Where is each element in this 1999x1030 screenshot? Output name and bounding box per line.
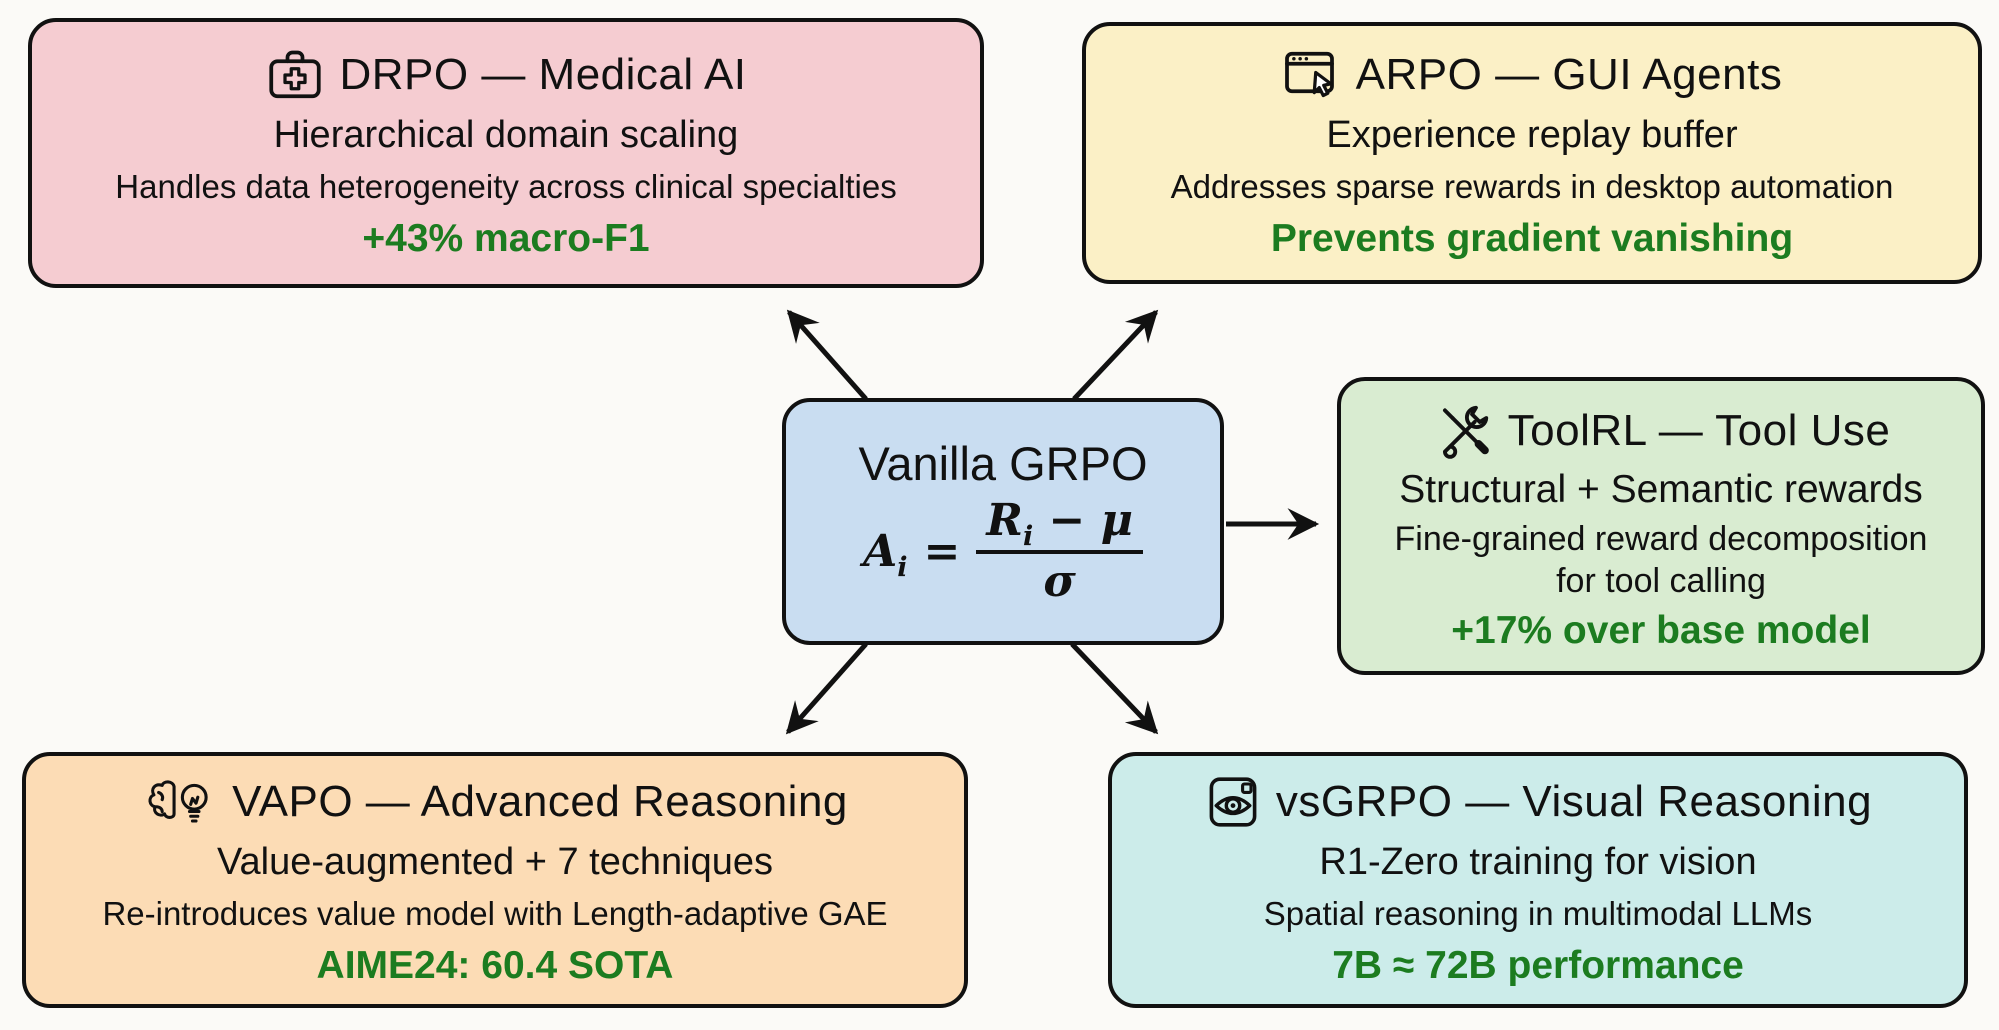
node-vsgrpo-title-row: vsGRPO — Visual Reasoning [1204,772,1872,832]
node-arpo-subtitle: Experience replay buffer [1326,114,1738,157]
node-drpo-subtitle: Hierarchical domain scaling [273,114,739,157]
node-vsgrpo-title: vsGRPO — Visual Reasoning [1275,777,1873,827]
brain-lightbulb-icon [142,772,218,832]
formula-numerator: Ri − μ [986,495,1133,552]
arrow-center-to-vapo [785,642,868,735]
node-toolrl-title: ToolRL — Tool Use [1507,405,1891,455]
node-drpo-description: Handles data heterogeneity across clinic… [115,168,897,206]
medical-kit-icon [265,45,325,105]
node-drpo-result: +43% macro-F1 [362,216,650,260]
node-arpo-description: Addresses sparse rewards in desktop auto… [1170,168,1894,206]
node-drpo-title: DRPO — Medical AI [339,50,747,100]
node-toolrl-subtitle: Structural + Semantic rewards [1399,467,1923,511]
node-vsgrpo-description: Spatial reasoning in multimodal LLMs [1263,895,1813,933]
browser-cursor-icon [1282,45,1342,105]
node-vapo-title: VAPO — Advanced Reasoning [232,777,848,827]
node-arpo-result: Prevents gradient vanishing [1270,216,1794,260]
node-vapo-title-row: VAPO — Advanced Reasoning [142,772,848,832]
node-drpo: DRPO — Medical AI Hierarchical domain sc… [28,18,984,288]
node-arpo: ARPO — GUI Agents Experience replay buff… [1082,22,1982,284]
node-arpo-title: ARPO — GUI Agents [1355,50,1783,100]
grpo-advantage-formula: Ai = Ri − μ σ [863,495,1143,607]
center-title: Vanilla GRPO [858,437,1148,490]
crossed-tools-icon [1432,400,1494,462]
arrow-center-to-vsgrpo [1070,642,1159,735]
eye-frame-icon [1204,772,1262,832]
node-vsgrpo-subtitle: R1-Zero training for vision [1319,841,1757,884]
node-vanilla-grpo: Vanilla GRPO Ai = Ri − μ σ [782,398,1224,645]
arrow-center-to-arpo [1072,309,1159,401]
formula-equals: = [923,525,961,577]
node-toolrl: ToolRL — Tool Use Structural + Semantic … [1337,377,1985,675]
node-vapo: VAPO — Advanced Reasoning Value-augmente… [22,752,968,1008]
node-vapo-description: Re-introduces value model with Length-ad… [102,895,888,933]
node-vapo-result: AIME24: 60.4 SOTA [316,943,674,987]
node-toolrl-result: +17% over base model [1451,608,1871,652]
node-vsgrpo: vsGRPO — Visual Reasoning R1-Zero traini… [1108,752,1968,1008]
node-toolrl-description: Fine-grained reward decomposition for to… [1394,519,1928,601]
formula-denominator: σ [976,550,1143,607]
node-vapo-subtitle: Value-augmented + 7 techniques [217,841,773,884]
node-drpo-title-row: DRPO — Medical AI [265,45,746,105]
formula-lhs: Ai [863,525,908,583]
arrow-center-to-drpo [786,309,868,401]
node-vsgrpo-result: 7B ≈ 72B performance [1332,943,1744,987]
node-toolrl-title-row: ToolRL — Tool Use [1432,400,1891,462]
node-arpo-title-row: ARPO — GUI Agents [1282,45,1783,105]
formula-fraction: Ri − μ σ [976,495,1143,607]
